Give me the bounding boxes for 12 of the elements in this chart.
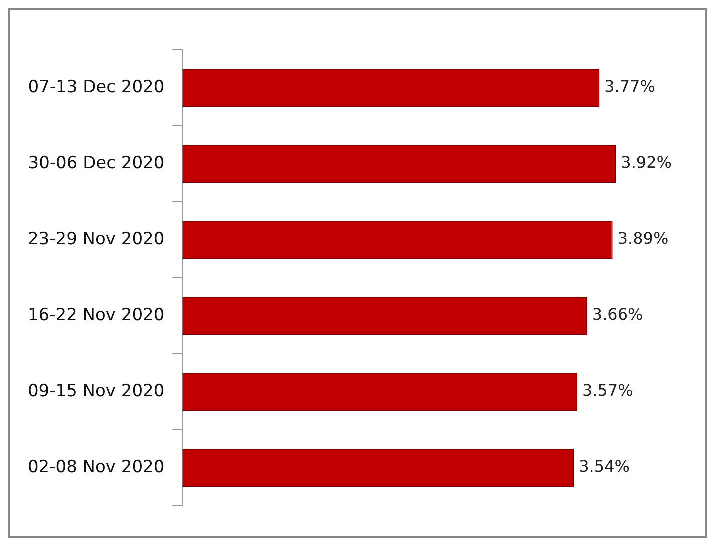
y-tick-label: 16-22 Nov 2020	[28, 305, 165, 326]
data-label: 3.89%	[618, 229, 669, 248]
y-tick-label: 02-08 Nov 2020	[28, 457, 165, 478]
data-label: 3.92%	[621, 153, 672, 172]
y-tick-label: 09-15 Nov 2020	[28, 381, 165, 402]
y-tick-label: 30-06 Dec 2020	[28, 153, 165, 174]
y-tick-label: 07-13 Dec 2020	[28, 77, 165, 98]
data-label: 3.77%	[604, 77, 656, 96]
data-label: 3.54%	[579, 457, 630, 476]
y-tick-label: 23-29 Nov 2020	[28, 229, 165, 250]
data-label: 3.57%	[582, 381, 634, 400]
data-label: 3.66%	[592, 305, 644, 324]
